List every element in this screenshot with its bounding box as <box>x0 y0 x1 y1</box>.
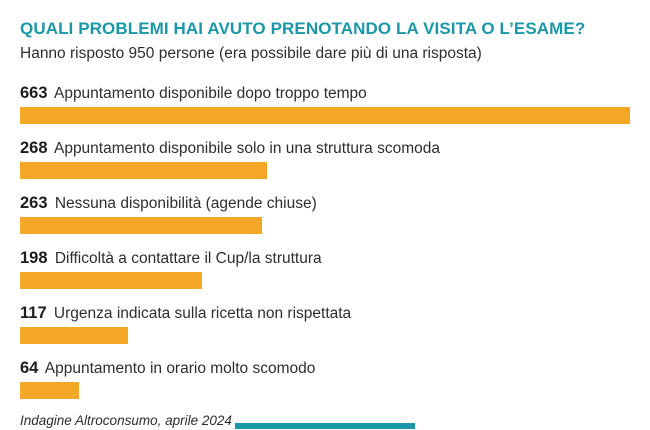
bar-row-label: 117 Urgenza indicata sulla ricetta non r… <box>20 303 630 324</box>
bar-label: Appuntamento in orario molto scomodo <box>41 360 316 378</box>
bar-label: Nessuna disponibilità (agende chiuse) <box>50 195 317 213</box>
bar <box>20 162 267 180</box>
bar-value: 198 <box>20 249 48 268</box>
bar-label: Appuntamento disponibile solo in una str… <box>50 140 440 158</box>
bar-row-label: 663 Appuntamento disponibile dopo troppo… <box>20 83 630 104</box>
bar-track <box>20 217 630 235</box>
bar <box>20 272 203 290</box>
bar-row-label: 64 Appuntamento in orario molto scomodo <box>20 358 630 379</box>
bar <box>20 382 79 400</box>
source-caption: Indagine Altroconsumo, aprile 2024 <box>20 413 232 429</box>
bar-chart: 663 Appuntamento disponibile dopo troppo… <box>20 83 630 400</box>
bar-label: Appuntamento disponibile dopo troppo tem… <box>50 85 367 103</box>
bar-value: 663 <box>20 84 48 103</box>
bar-row: 64 Appuntamento in orario molto scomodo <box>20 358 630 400</box>
bar-value: 263 <box>20 194 48 213</box>
bar-value: 117 <box>20 304 47 323</box>
bar-label: Difficoltà a contattare il Cup/la strutt… <box>50 250 322 268</box>
bar-row-label: 263 Nessuna disponibilità (agende chiuse… <box>20 193 630 214</box>
bar <box>20 217 262 235</box>
bar-track <box>20 272 630 290</box>
bar-row: 198 Difficoltà a contattare il Cup/la st… <box>20 248 630 290</box>
bar-row: 117 Urgenza indicata sulla ricetta non r… <box>20 303 630 345</box>
bar-track <box>20 162 630 180</box>
bar-row: 263 Nessuna disponibilità (agende chiuse… <box>20 193 630 235</box>
bar-track <box>20 382 630 400</box>
bar-value: 268 <box>20 139 48 158</box>
page-title: QUALI PROBLEMI HAI AVUTO PRENOTANDO LA V… <box>20 19 586 38</box>
bottom-accent-bar <box>235 423 415 429</box>
bar-row: 268 Appuntamento disponibile solo in una… <box>20 138 630 180</box>
bar-row-label: 268 Appuntamento disponibile solo in una… <box>20 138 630 159</box>
bar-track <box>20 107 630 125</box>
bar-value: 64 <box>20 359 39 378</box>
bar <box>20 107 630 125</box>
bar-label: Urgenza indicata sulla ricetta non rispe… <box>49 305 352 323</box>
bar-row-label: 198 Difficoltà a contattare il Cup/la st… <box>20 248 630 269</box>
bar <box>20 327 128 345</box>
bar-row: 663 Appuntamento disponibile dopo troppo… <box>20 83 630 125</box>
chart-subtitle: Hanno risposto 950 persone (era possibil… <box>20 45 482 63</box>
bar-track <box>20 327 630 345</box>
